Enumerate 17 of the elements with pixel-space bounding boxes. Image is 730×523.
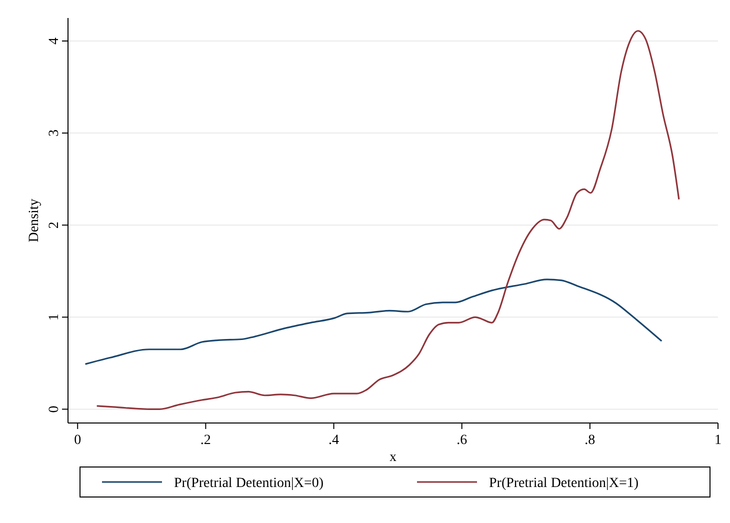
y-tick-label: 3 bbox=[47, 130, 62, 137]
x-tick-label: 1 bbox=[714, 433, 722, 448]
line-series bbox=[96, 30, 680, 410]
legend-label: Pr(Pretrial Detention|X=0) bbox=[174, 476, 324, 491]
y-tick-label: 0 bbox=[47, 406, 62, 413]
y-tick-label: 2 bbox=[47, 222, 62, 229]
y-axis-title: Density bbox=[27, 198, 42, 242]
x-tick-label: .8 bbox=[584, 433, 596, 448]
x-axis-title: x bbox=[390, 450, 396, 465]
y-tick-label: 1 bbox=[47, 314, 62, 321]
y-tick-label: 4 bbox=[47, 38, 62, 45]
legend-label: Pr(Pretrial Detention|X=1) bbox=[489, 476, 639, 491]
x-tick-label: .2 bbox=[200, 433, 211, 448]
line-series bbox=[84, 278, 662, 365]
x-tick-label: .4 bbox=[328, 433, 340, 448]
x-tick-label: .6 bbox=[456, 433, 468, 448]
x-tick-label: 0 bbox=[74, 433, 82, 448]
